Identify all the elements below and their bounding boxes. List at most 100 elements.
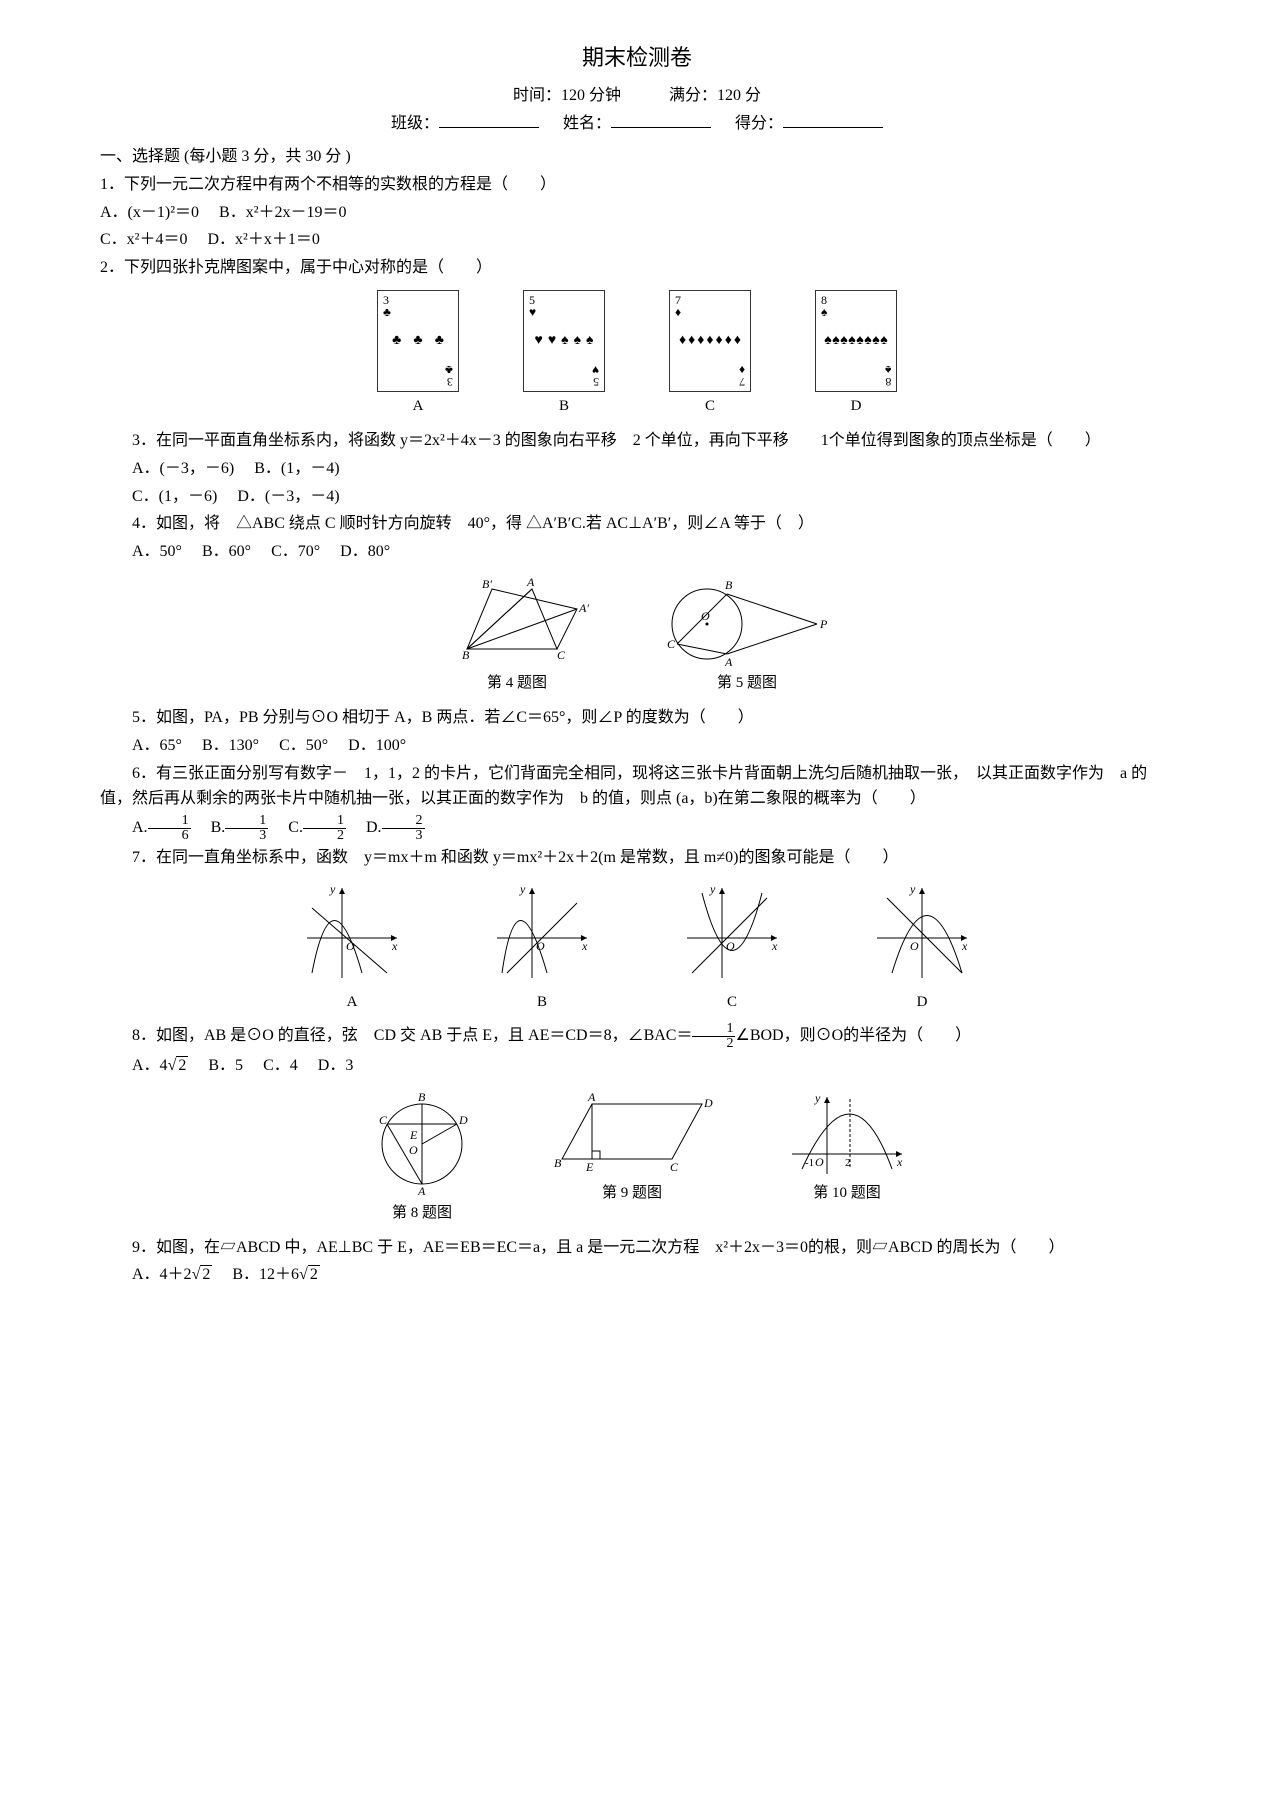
q3-a: A．(－3，－6) bbox=[132, 460, 234, 477]
q8-text: 8．如图，AB 是⊙O 的直径，弦 CD 交 AB 于点 E，且 AE＝CD＝8… bbox=[100, 1022, 1174, 1051]
svg-text:O: O bbox=[409, 1143, 418, 1157]
svg-text:2: 2 bbox=[845, 1157, 851, 1169]
svg-text:B: B bbox=[554, 1156, 562, 1170]
q5-fig-label: 第 5 题图 bbox=[717, 671, 777, 695]
q7-graphs: O x y A O x y B O x y bbox=[100, 878, 1174, 1014]
q9-fig-label: 第 9 题图 bbox=[602, 1181, 662, 1205]
svg-text:P: P bbox=[819, 617, 828, 631]
svg-text:C: C bbox=[379, 1113, 388, 1127]
q5-text: 5．如图，PA，PB 分别与⊙O 相切于 A，B 两点．若∠C＝65°，则∠P … bbox=[100, 705, 1174, 731]
q5-c: C．50° bbox=[279, 737, 328, 754]
q3-text: 3．在同一平面直角坐标系内，将函数 y＝2x²＋4x－3 的图象向右平移 2 个… bbox=[100, 428, 1174, 454]
svg-text:x: x bbox=[391, 939, 398, 953]
q9-b-prefix: B．12＋6 bbox=[232, 1266, 299, 1283]
section-1-heading: 一、选择题 (每小题 3 分，共 30 分 ) bbox=[100, 144, 1174, 170]
q4-b: B．60° bbox=[202, 543, 251, 560]
q7-graph-a: O x y bbox=[297, 878, 407, 988]
q9-a-prefix: A．4＋2 bbox=[132, 1266, 192, 1283]
svg-text:O: O bbox=[701, 609, 710, 623]
q8-a-prefix: A．4 bbox=[132, 1057, 168, 1074]
q7-b-label: B bbox=[537, 990, 547, 1014]
time-info: 时间：120 分钟 满分：120 分 bbox=[100, 83, 1174, 109]
class-blank bbox=[439, 111, 539, 128]
full-label: 满分： bbox=[669, 87, 717, 104]
q8-b: B．5 bbox=[208, 1057, 243, 1074]
q9-figure: A D B E C bbox=[542, 1089, 722, 1179]
q7-d-label: D bbox=[917, 990, 928, 1014]
q6-b-prefix: B. bbox=[211, 819, 226, 836]
q7-graph-b: O x y bbox=[487, 878, 597, 988]
q4-d: D．80° bbox=[340, 543, 390, 560]
svg-text:x: x bbox=[771, 939, 778, 953]
q7-a-label: A bbox=[347, 990, 358, 1014]
svg-text:E: E bbox=[585, 1160, 594, 1174]
svg-text:y: y bbox=[909, 882, 916, 896]
q6-options: A.16 B.13 C.12 D.23 bbox=[100, 814, 1174, 843]
q8-d: D．3 bbox=[318, 1057, 354, 1074]
q8-q9-q10-figures: B A C D E O 第 8 题图 A D B E C 第 9 题图 O x bbox=[100, 1089, 1174, 1225]
q9-text: 9．如图，在▱ABCD 中，AE⊥BC 于 E，AE＝EB＝EC＝a，且 a 是… bbox=[100, 1235, 1174, 1261]
q8-figure: B A C D E O bbox=[362, 1089, 482, 1199]
q7-text: 7．在同一直角坐标系中，函数 y＝mx＋m 和函数 y＝mx²＋2x＋2(m 是… bbox=[100, 845, 1174, 871]
svg-text:O: O bbox=[726, 939, 735, 953]
q1-options-cd: C．x²＋4＝0 D．x²＋x＋1＝0 bbox=[100, 227, 1174, 253]
q5-options: A．65° B．130° C．50° D．100° bbox=[100, 733, 1174, 759]
svg-text:A: A bbox=[587, 1090, 596, 1104]
q1-d: D．x²＋x＋1＝0 bbox=[208, 231, 320, 248]
card-b-label: B bbox=[559, 394, 569, 418]
q5-d: D．100° bbox=[348, 737, 406, 754]
q5-a: A．65° bbox=[132, 737, 182, 754]
q8-c: C．4 bbox=[263, 1057, 298, 1074]
q4-text: 4．如图，将 △ABC 绕点 C 顺时针方向旋转 40°，得 △A′B′C.若 … bbox=[100, 511, 1174, 537]
time-value: 120 分钟 bbox=[561, 87, 621, 104]
q2-text: 2．下列四张扑克牌图案中，属于中心对称的是（ ） bbox=[100, 255, 1174, 281]
q8-fig-label: 第 8 题图 bbox=[392, 1201, 452, 1225]
svg-text:E: E bbox=[409, 1128, 418, 1142]
svg-text:A: A bbox=[526, 575, 535, 589]
q3-options-ab: A．(－3，－6) B．(1，－4) bbox=[100, 456, 1174, 482]
card-d: 8♠ ♠♠♠♠♠♠♠♠ 8♠ bbox=[815, 290, 897, 392]
q7-graph-d: O x y bbox=[867, 878, 977, 988]
q1-b: B．x²＋2x－19＝0 bbox=[219, 204, 346, 221]
q4-figure: B C A B′ A′ bbox=[437, 574, 597, 669]
q3-b: B．(1，－4) bbox=[254, 460, 339, 477]
svg-text:O: O bbox=[910, 939, 919, 953]
q3-options-cd: C．(1，－6) D．(－3，－4) bbox=[100, 484, 1174, 510]
svg-text:D: D bbox=[703, 1096, 713, 1110]
q5-b: B．130° bbox=[202, 737, 259, 754]
q7-c-label: C bbox=[727, 990, 737, 1014]
q4-a: A．50° bbox=[132, 543, 182, 560]
q10-figure: O x y -1 2 bbox=[782, 1089, 912, 1179]
svg-text:-1: -1 bbox=[805, 1157, 814, 1169]
card-c: 7♦ ♦♦♦♦♦♦♦ 7♦ bbox=[669, 290, 751, 392]
name-label: 姓名： bbox=[563, 115, 611, 132]
q4-fig-label: 第 4 题图 bbox=[487, 671, 547, 695]
card-c-label: C bbox=[705, 394, 715, 418]
name-blank bbox=[611, 111, 711, 128]
svg-text:A′: A′ bbox=[578, 601, 589, 615]
time-label: 时间： bbox=[513, 87, 561, 104]
score-label: 得分： bbox=[735, 115, 783, 132]
q3-c: C．(1，－6) bbox=[132, 488, 217, 505]
q6-d-prefix: D. bbox=[366, 819, 382, 836]
q6-text: 6．有三张正面分别写有数字－ 1，1，2 的卡片，它们背面完全相同，现将这三张卡… bbox=[100, 761, 1174, 812]
svg-text:y: y bbox=[709, 882, 716, 896]
svg-text:D: D bbox=[458, 1113, 468, 1127]
svg-text:y: y bbox=[519, 882, 526, 896]
svg-text:C: C bbox=[557, 648, 566, 662]
q1-text: 1．下列一元二次方程中有两个不相等的实数根的方程是（ ） bbox=[100, 172, 1174, 198]
card-b: 5♥ ♥♥♠♠♠ 5♥ bbox=[523, 290, 605, 392]
svg-text:x: x bbox=[961, 939, 968, 953]
card-a: 3♣ ♣♣♣ 3♣ bbox=[377, 290, 459, 392]
svg-text:B: B bbox=[418, 1090, 426, 1104]
q5-figure: O B A C P bbox=[657, 574, 837, 669]
svg-text:C: C bbox=[667, 637, 676, 651]
svg-text:y: y bbox=[814, 1091, 821, 1105]
svg-text:B: B bbox=[725, 578, 733, 592]
q9-options: A．4＋2√2 B．12＋6√2 bbox=[100, 1262, 1174, 1288]
svg-text:O: O bbox=[815, 1155, 824, 1169]
score-blank bbox=[783, 111, 883, 128]
q4-c: C．70° bbox=[271, 543, 320, 560]
student-info: 班级： 姓名： 得分： bbox=[100, 111, 1174, 137]
full-value: 120 分 bbox=[717, 87, 761, 104]
